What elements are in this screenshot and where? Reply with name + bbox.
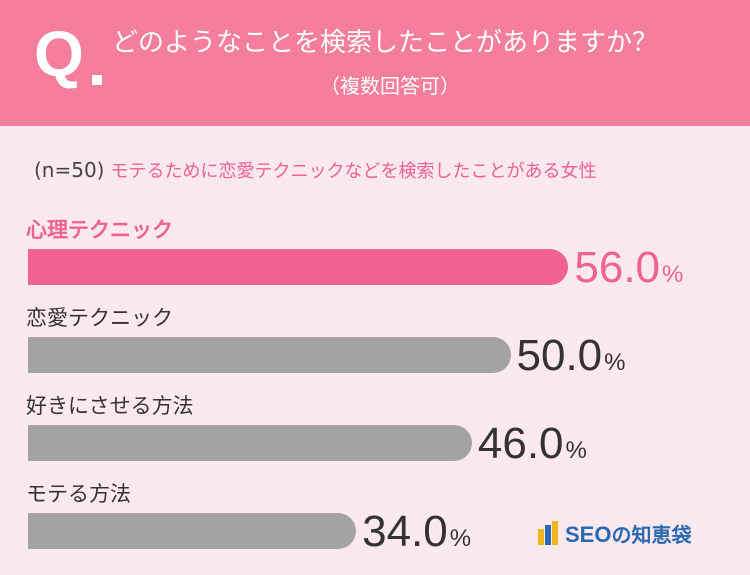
bar — [28, 337, 511, 373]
value-number: 34.0 — [362, 507, 448, 556]
bar — [28, 425, 472, 461]
value-number: 50.0 — [516, 331, 603, 380]
bar — [28, 513, 357, 549]
category-label: モテる方法 — [26, 482, 131, 506]
category-label: 恋愛テクニック — [26, 306, 173, 330]
value-number: 56.0 — [574, 243, 661, 292]
brand-logo: SEOの知恵袋 — [538, 518, 691, 548]
question-subtext: （複数回答可） — [320, 74, 460, 98]
category-label: 心理テクニック — [26, 218, 173, 242]
value-unit: % — [565, 437, 587, 464]
value-label: 56.0% — [574, 246, 683, 290]
category-label: 好きにさせる方法 — [26, 394, 194, 418]
bar — [28, 249, 569, 285]
sample-description: モテるために恋愛テクニックなどを検索したことがある女性 — [110, 161, 597, 182]
sample-info: (n=50) モテるために恋愛テクニックなどを検索したことがある女性 — [34, 158, 597, 183]
value-label: 46.0% — [478, 422, 587, 466]
logo-text-seo: SEO — [565, 521, 612, 547]
value-label: 34.0% — [362, 510, 471, 554]
logo-text: SEOの知恵袋 — [565, 519, 691, 548]
value-label: 50.0% — [517, 334, 626, 378]
q-dot — [92, 75, 102, 85]
question-header: Q どのようなことを検索したことがありますか？ （複数回答可） — [0, 0, 750, 126]
logo-mark-icon — [538, 521, 559, 545]
sample-size: (n=50) — [34, 158, 105, 182]
logo-text-jp: の知恵袋 — [611, 522, 692, 547]
q-letter: Q — [34, 18, 84, 90]
value-unit: % — [449, 525, 472, 552]
question-text: どのようなことを検索したことがありますか？ — [112, 28, 659, 58]
value-number: 46.0 — [477, 419, 564, 468]
value-unit: % — [604, 349, 626, 376]
value-unit: % — [662, 261, 684, 288]
